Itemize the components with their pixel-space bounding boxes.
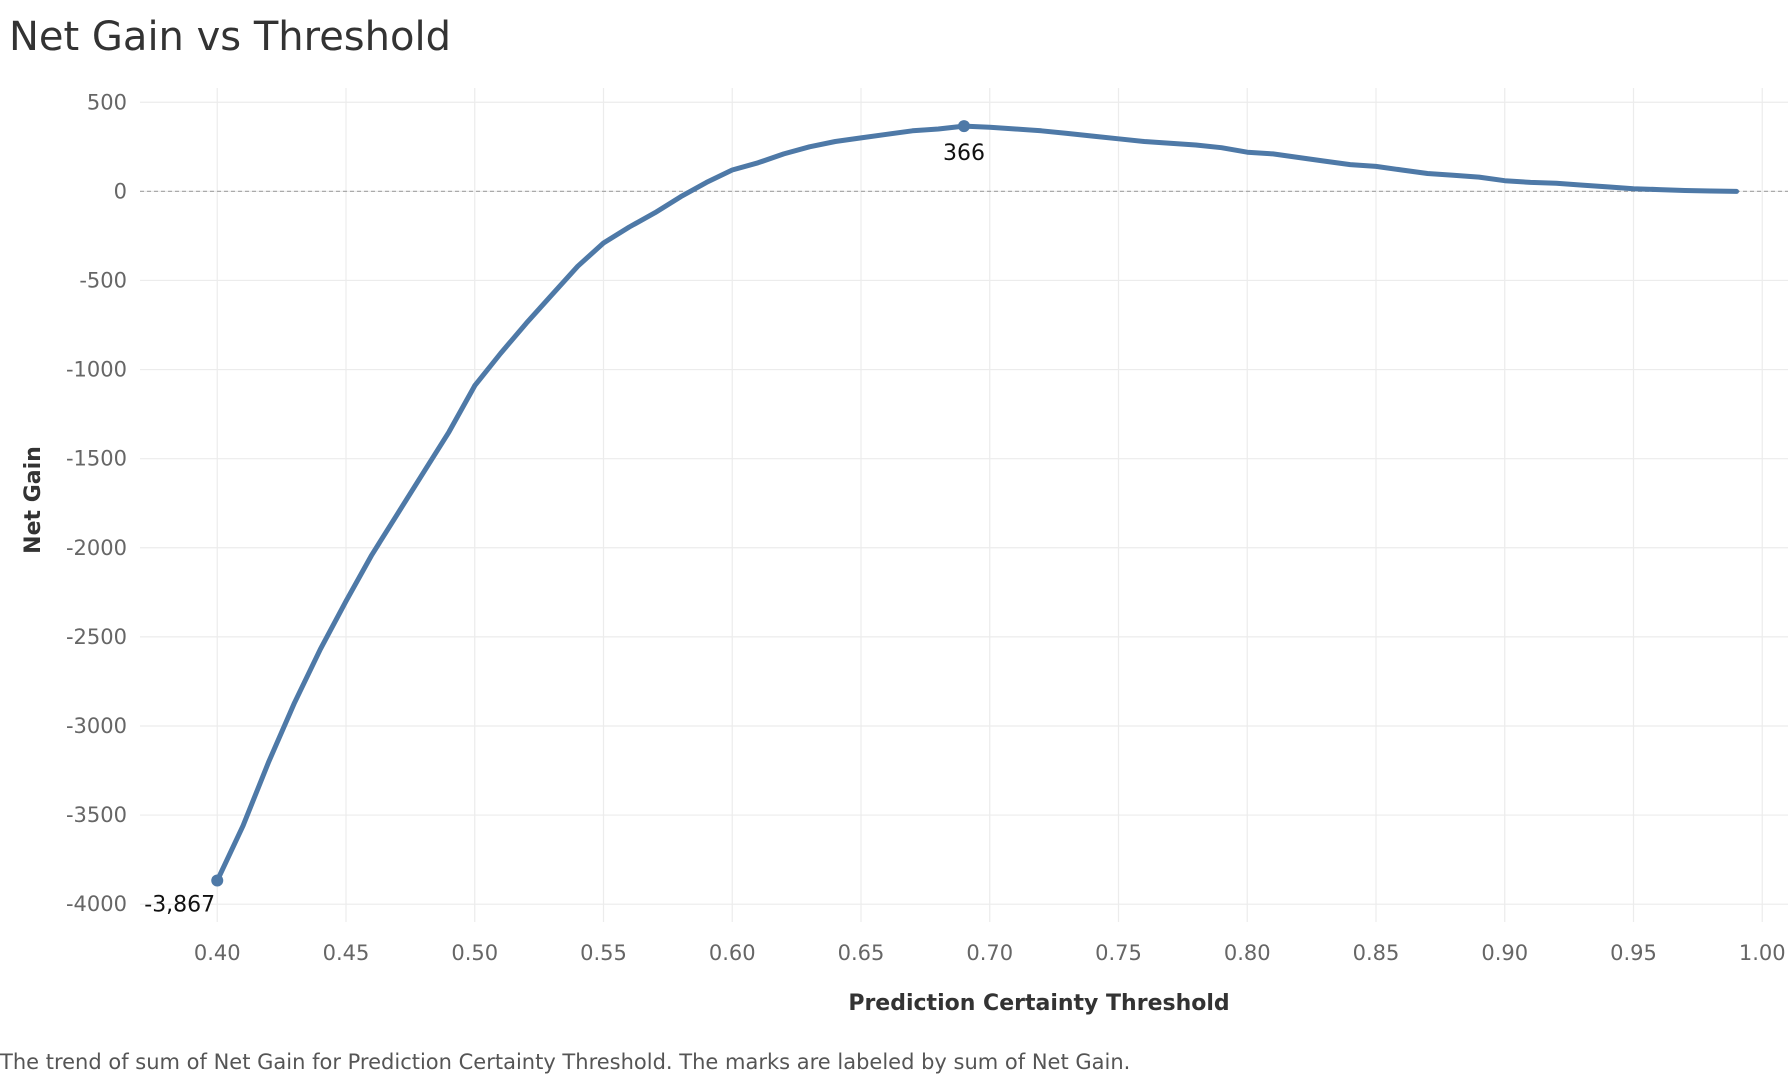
x-axis-ticks: 0.40 0.45 0.50 0.55 0.60 0.65 0.70 0.75 0.80 0.85… <box>194 941 1786 965</box>
y-tick-label: -500 <box>79 268 127 292</box>
chart-caption: The trend of sum of Net Gain for Predict… <box>0 1050 1131 1074</box>
data-label: -3,867 <box>144 892 215 917</box>
x-tick-label: 0.65 <box>838 941 885 965</box>
x-tick-label: 0.45 <box>323 941 370 965</box>
data-labels: -3,867 366 <box>144 141 985 917</box>
x-tick-label: 0.80 <box>1224 941 1271 965</box>
x-tick-label: 0.75 <box>1095 941 1142 965</box>
y-tick-label: -1000 <box>66 358 127 382</box>
y-tick-label: 0 <box>114 179 127 203</box>
highlighted-points <box>211 120 970 887</box>
highlight-point <box>958 120 970 133</box>
x-tick-label: 0.95 <box>1610 941 1657 965</box>
y-tick-label: 500 <box>87 90 127 114</box>
grid-lines <box>140 88 1788 922</box>
y-axis-title: Net Gain <box>21 446 46 554</box>
y-tick-label: -1500 <box>66 447 127 471</box>
chart-title: Net Gain vs Threshold <box>9 14 451 60</box>
y-tick-label: -2000 <box>66 536 127 560</box>
y-tick-label: -2500 <box>66 625 127 649</box>
y-axis-ticks: 500 0 -500 -1000 -1500 -2000 -2500 -3000 -3500 -4… <box>66 90 127 916</box>
data-label: 366 <box>943 141 985 166</box>
y-tick-label: -3000 <box>66 714 127 738</box>
x-tick-label: 0.50 <box>451 941 498 965</box>
y-tick-label: -4000 <box>66 892 127 916</box>
y-tick-label: -3500 <box>66 803 127 827</box>
x-tick-label: 0.40 <box>194 941 241 965</box>
x-tick-label: 0.90 <box>1481 941 1528 965</box>
x-tick-label: 0.55 <box>580 941 627 965</box>
x-axis-title: Prediction Certainty Threshold <box>848 991 1229 1016</box>
x-tick-label: 1.00 <box>1739 941 1786 965</box>
highlight-point <box>211 874 224 887</box>
x-tick-label: 0.70 <box>966 941 1013 965</box>
x-tick-label: 0.85 <box>1353 941 1400 965</box>
x-tick-label: 0.60 <box>709 941 756 965</box>
series-line-net-gain <box>214 123 1739 883</box>
